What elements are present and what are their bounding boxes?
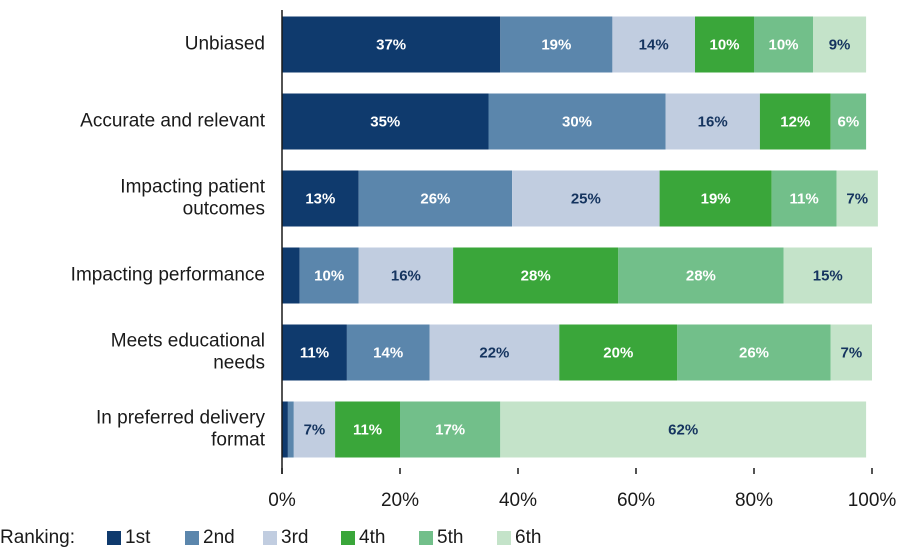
- value-label: 15%: [813, 267, 843, 284]
- value-label: 7%: [841, 344, 863, 361]
- value-label: 14%: [639, 36, 669, 53]
- x-tick-label: 100%: [848, 490, 897, 511]
- bar-segment: [293, 401, 336, 458]
- bar-segment: [771, 170, 837, 227]
- bar-segment: [677, 324, 831, 381]
- legend-label: 6th: [515, 527, 541, 548]
- category-line: format: [211, 430, 266, 451]
- x-tick-label: 0%: [268, 490, 296, 511]
- category-label: Impacting performance: [71, 265, 265, 286]
- legend-title: Ranking:: [0, 527, 75, 548]
- value-label: 10%: [709, 36, 739, 53]
- bar-segment: [665, 93, 760, 150]
- bar-segment: [659, 170, 772, 227]
- legend-label: 4th: [359, 527, 385, 548]
- category-line: Impacting patient: [120, 177, 265, 198]
- bar-segment: [618, 247, 784, 304]
- value-label: 26%: [739, 344, 769, 361]
- bar-segment: [500, 401, 867, 458]
- legend-label: 3rd: [281, 527, 308, 548]
- value-label: 17%: [435, 421, 465, 438]
- category-line: needs: [213, 353, 265, 374]
- bar-segment: [783, 247, 872, 304]
- value-label: 11%: [790, 190, 819, 207]
- value-label: 30%: [562, 113, 592, 130]
- bar-segment: [612, 16, 695, 73]
- value-label: 28%: [686, 267, 716, 284]
- x-tick-label: 40%: [499, 490, 537, 511]
- value-label: 28%: [521, 267, 551, 284]
- value-label: 6%: [838, 113, 860, 130]
- bar-segment: [453, 247, 619, 304]
- bar-segment: [282, 16, 501, 73]
- bar-segment: [429, 324, 560, 381]
- category-label: Unbiased: [185, 34, 265, 55]
- legend-swatch: [419, 531, 433, 545]
- bar-segment: [299, 247, 359, 304]
- bar-segment: [754, 16, 813, 73]
- value-label: 10%: [314, 267, 344, 284]
- value-label: 20%: [603, 344, 633, 361]
- bar-segment: [488, 93, 666, 150]
- category-line: Meets educational: [111, 331, 265, 352]
- bar-segment: [500, 16, 613, 73]
- value-label: 19%: [701, 190, 731, 207]
- bar-segment: [830, 324, 872, 381]
- value-label: 25%: [571, 190, 601, 207]
- value-label: 16%: [391, 267, 421, 284]
- bar-segment: [358, 247, 454, 304]
- bar-segment: [813, 16, 867, 73]
- legend-label: 1st: [125, 527, 151, 548]
- bar-segment: [282, 324, 347, 381]
- value-label: 11%: [353, 421, 382, 438]
- value-label: 14%: [373, 344, 403, 361]
- value-label: 16%: [698, 113, 728, 130]
- category-label: Impacting patient outcomes: [120, 177, 265, 220]
- x-tick-label: 60%: [617, 490, 655, 511]
- category-label: In preferred delivery format: [96, 408, 266, 451]
- legend-swatch: [263, 531, 277, 545]
- value-label: 7%: [846, 190, 868, 207]
- value-label: 13%: [305, 190, 335, 207]
- bar-segment: [559, 324, 678, 381]
- legend-label: 5th: [437, 527, 463, 548]
- bar-segment: [287, 401, 294, 458]
- legend-label: 2nd: [203, 527, 235, 548]
- category-line: outcomes: [183, 199, 265, 220]
- bar-segment: [830, 93, 867, 150]
- value-label: 10%: [768, 36, 798, 53]
- bar-segment: [759, 93, 831, 150]
- x-tick-label: 20%: [381, 490, 419, 511]
- bar-segment: [695, 16, 754, 73]
- legend-swatch: [341, 531, 355, 545]
- bar-segment: [512, 170, 660, 227]
- x-tick-label: 80%: [735, 490, 773, 511]
- value-label: 11%: [300, 344, 329, 361]
- value-label: 62%: [668, 421, 698, 438]
- category-label: Accurate and relevant: [80, 111, 266, 132]
- bar-segment: [836, 170, 878, 227]
- value-label: 35%: [370, 113, 400, 130]
- bar-segment: [358, 170, 513, 227]
- bar-segment: [282, 401, 288, 458]
- bar-segment: [282, 170, 359, 227]
- legend-swatch: [185, 531, 199, 545]
- value-label: 7%: [304, 421, 326, 438]
- value-label: 9%: [829, 36, 851, 53]
- value-label: 19%: [541, 36, 571, 53]
- category-label: Meets educational needs: [111, 331, 265, 374]
- bar-segment: [282, 247, 300, 304]
- value-label: 22%: [479, 344, 509, 361]
- bar-segment: [282, 93, 489, 150]
- legend-swatch: [107, 531, 121, 545]
- value-label: 37%: [376, 36, 406, 53]
- bar-segment: [400, 401, 501, 458]
- legend-swatch: [497, 531, 511, 545]
- bar-segment: [335, 401, 400, 458]
- value-label: 12%: [780, 113, 810, 130]
- bar-segment: [346, 324, 430, 381]
- value-label: 26%: [420, 190, 450, 207]
- category-line: In preferred delivery: [96, 408, 265, 429]
